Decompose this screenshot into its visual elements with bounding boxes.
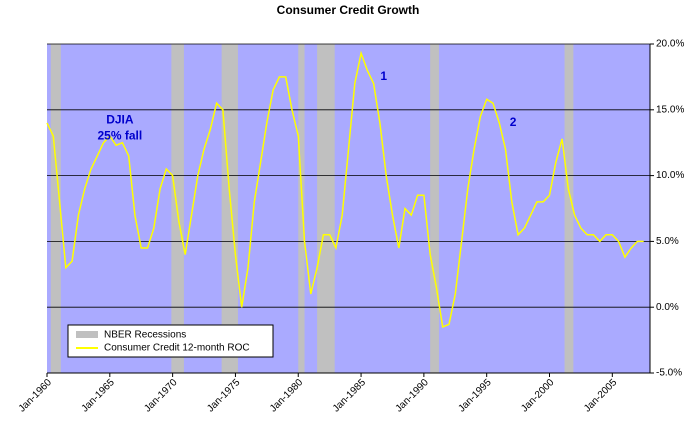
y-tick-label: 20.0% (656, 39, 684, 50)
x-tick-label: Jan-1985 (331, 377, 369, 415)
plot-area (47, 44, 650, 373)
x-tick-label: Jan-2000 (519, 377, 557, 415)
annotation: DJIA (106, 112, 134, 126)
recession-band (50, 44, 61, 373)
x-tick-label: Jan-2005 (582, 377, 620, 415)
y-tick-label: 0.0% (656, 302, 679, 313)
x-tick-label: Jan-1975 (205, 377, 243, 415)
x-tick-label: Jan-1980 (268, 377, 306, 415)
legend-swatch (76, 331, 98, 338)
y-tick-label: 5.0% (656, 236, 679, 247)
annotation: 1 (380, 69, 387, 83)
y-tick-label: 15.0% (656, 104, 684, 115)
x-tick-label: Jan-1990 (394, 377, 432, 415)
legend-label: NBER Recessions (104, 330, 186, 341)
annotation: 25% fall (98, 128, 143, 142)
x-tick-label: Jan-1960 (17, 377, 55, 415)
recession-band (298, 44, 305, 373)
recession-band (564, 44, 574, 373)
recession-band (317, 44, 335, 373)
legend-box (67, 324, 274, 358)
annotation: 2 (510, 115, 517, 129)
recession-band (430, 44, 439, 373)
recession-band (221, 44, 238, 373)
x-tick-label: Jan-1995 (456, 377, 494, 415)
y-tick-label: -5.0% (656, 368, 682, 379)
x-tick-label: Jan-1965 (80, 377, 118, 415)
data-line (46, 50, 644, 328)
y-tick-label: 10.0% (656, 170, 684, 181)
legend-label: Consumer Credit 12-month ROC (104, 343, 250, 354)
x-tick-label: Jan-1970 (142, 377, 180, 415)
chart-title: Consumer Credit Growth (277, 3, 420, 17)
